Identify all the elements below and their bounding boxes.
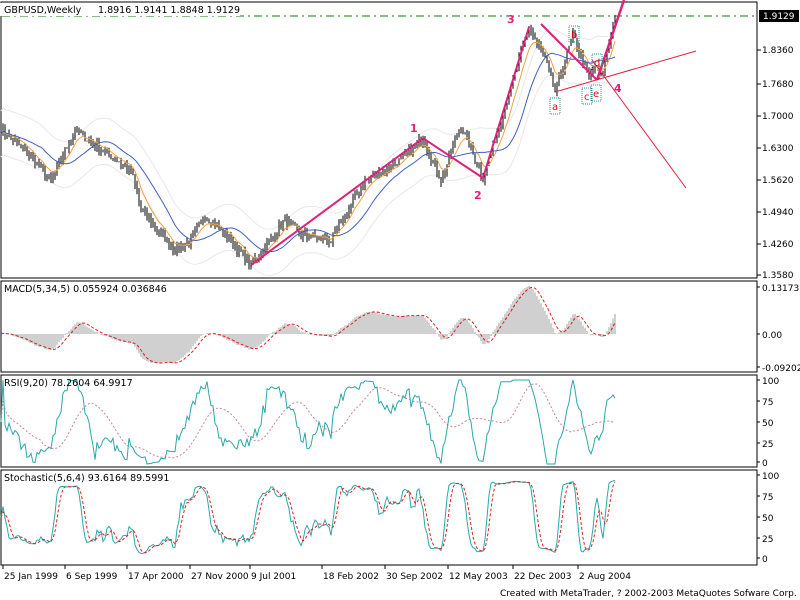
date-tick-label: 25 Jan 1999 [4,572,58,582]
upper-envelope [0,28,616,230]
price-tick-label: 1.8360 [762,46,794,56]
wave-label-4: 4 [614,82,622,95]
stoch-tick-label: 0 [762,555,768,565]
slow-moving-average [0,52,616,253]
price-tick-label: 1.3580 [762,271,794,281]
macd-tick-label: 0.13173 [762,284,799,294]
price-tick-label: 1.5620 [762,176,794,186]
correction-box-d [591,53,603,71]
chart-ohlc: 1.8916 1.9141 1.8848 1.9129 [98,5,240,16]
stochastic-k-line [0,479,616,555]
rsi-tick-label: 25 [762,440,773,450]
date-tick-label: 9 Jul 2001 [251,572,296,582]
fast-moving-average [0,40,616,259]
current-price-marker [759,10,799,22]
title-bg [0,3,240,16]
correction-box-b [568,25,580,43]
price-tick-label: 1.7000 [762,112,794,122]
current-price-label: 1.9129 [763,12,795,22]
impulse-wave-line [250,26,530,266]
correction-channel-line [540,23,598,81]
correction-box-c [581,87,593,105]
price-tick-label: 1.7680 [762,80,794,90]
date-tick-label: 22 Dec 2003 [514,572,572,582]
lower-envelope [0,74,616,276]
date-tick-label: 18 Feb 2002 [323,572,379,582]
date-tick-label: 6 Sep 1999 [66,572,118,582]
rsi-series [0,379,616,465]
correction-box-e [590,84,602,102]
rsi-line [0,379,616,465]
price-tick-label: 1.6300 [762,144,794,154]
triangle-resistance-line [591,59,687,189]
wave-label-3: 3 [507,13,515,26]
macd-panel [0,280,758,373]
price-bars [0,14,616,276]
footer-credit: Created with MetaTrader, ? 2002-2003 Met… [500,589,797,599]
macd-tick-label: 0.00 [762,331,782,341]
correction-label-e: e [593,89,599,100]
correction-label-d: d [594,58,600,69]
stochastic-panel [0,469,758,566]
stochastic-series [0,479,616,555]
stochastic-label: Stochastic(5,6,4) 93.6164 89.5991 [4,473,169,484]
macd-label: MACD(5,34,5) 0.055924 0.036846 [4,284,167,295]
rsi-tick-label: 75 [762,398,773,408]
price-tick-label: 1.4940 [762,208,794,218]
macd-series [0,285,616,364]
rsi-label: RSI(9,20) 78.2604 64.9917 [4,378,133,389]
stoch-tick-label: 100 [762,472,779,482]
rsi-tick-label: 0 [762,459,768,469]
rsi-tick-label: 100 [762,377,779,387]
correction-label-a: a [552,102,558,113]
wave-annotations: 1 2 3 4 a b c d e [2,0,757,266]
date-tick-label: 2 Aug 2004 [579,572,631,582]
correction-label-c: c [584,92,590,103]
stoch-tick-label: 50 [762,514,774,524]
wave-label-2: 2 [474,189,482,202]
date-tick-label: 17 Apr 2000 [128,572,184,582]
axes: 1.8360 1.7680 1.7000 1.6300 1.5620 1.4940 1.42… [2,10,800,582]
rsi-tick-label: 50 [762,419,774,429]
stoch-tick-label: 25 [762,535,773,545]
price-tick-label: 1.4260 [762,240,794,250]
stochastic-d-line [0,481,616,554]
macd-tick-label: -0.09202 [762,364,800,374]
date-tick-label: 12 May 2003 [449,572,508,582]
correction-box-a [549,97,561,115]
date-tick-label: 30 Sep 2002 [386,572,443,582]
price-panel [0,1,758,279]
date-tick-label: 27 Nov 2000 [191,572,249,582]
stoch-tick-label: 75 [762,493,773,503]
correction-label-b: b [571,30,577,41]
chart-title: GBPUSD,Weekly [4,5,82,16]
wave-5-line [595,0,626,81]
wave-label-1: 1 [410,122,418,135]
triangle-support-line [554,50,697,93]
